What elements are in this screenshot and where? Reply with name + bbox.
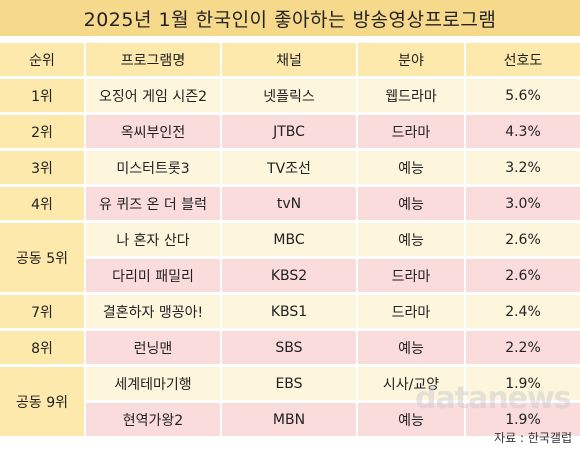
rank-cell: 공동 9위: [0, 367, 86, 436]
channel-cell: KBS2: [222, 259, 358, 292]
rank-cell: 공동 5위: [0, 223, 86, 292]
genre-cell: 드라마: [358, 295, 466, 328]
channel-cell: JTBC: [222, 115, 358, 148]
preference-cell: 5.6%: [466, 79, 580, 112]
channel-cell: MBC: [222, 223, 358, 256]
preference-cell: 3.0%: [466, 187, 580, 220]
table-row: 7위 결혼하자 맹꽁아! KBS1 드라마 2.4%: [0, 295, 580, 328]
column-header-channel: 채널: [222, 43, 358, 76]
program-cell: 옥씨부인전: [86, 115, 222, 148]
genre-cell: 예능: [358, 223, 466, 256]
column-header-rank: 순위: [0, 43, 86, 76]
table-header-row: 순위 프로그램명 채널 분야 선호도: [0, 43, 580, 76]
preference-cell: 2.4%: [466, 295, 580, 328]
table-row: 3위 미스터트롯3 TV조선 예능 3.2%: [0, 151, 580, 184]
rank-cell: 1위: [0, 79, 86, 112]
program-cell: 유 퀴즈 온 더 블럭: [86, 187, 222, 220]
column-header-genre: 분야: [358, 43, 466, 76]
rank-cell: 7위: [0, 295, 86, 328]
genre-cell: 시사/교양: [358, 367, 466, 400]
preference-cell: 2.6%: [466, 223, 580, 256]
genre-cell: 웹드라마: [358, 79, 466, 112]
rank-cell: 3위: [0, 151, 86, 184]
table-row: 2위 옥씨부인전 JTBC 드라마 4.3%: [0, 115, 580, 148]
program-cell: 다리미 패밀리: [86, 259, 222, 292]
genre-cell: 드라마: [358, 259, 466, 292]
channel-cell: SBS: [222, 331, 358, 364]
column-header-preference: 선호도: [466, 43, 580, 76]
table-row: 1위 오징어 게임 시즌2 넷플릭스 웹드라마 5.6%: [0, 79, 580, 112]
channel-cell: tvN: [222, 187, 358, 220]
channel-cell: TV조선: [222, 151, 358, 184]
column-header-program: 프로그램명: [86, 43, 222, 76]
rank-cell: 4위: [0, 187, 86, 220]
channel-cell: 넷플릭스: [222, 79, 358, 112]
preference-cell: 2.6%: [466, 259, 580, 292]
table-row: 다리미 패밀리 KBS2 드라마 2.6%: [0, 259, 580, 292]
preference-cell: 1.9%: [466, 403, 580, 436]
source-note: 자료 : 한국갤럽: [494, 431, 572, 445]
table-row: 4위 유 퀴즈 온 더 블럭 tvN 예능 3.0%: [0, 187, 580, 220]
page-title: 2025년 1월 한국인이 좋아하는 방송영상프로그램: [0, 0, 580, 36]
program-cell: 오징어 게임 시즌2: [86, 79, 222, 112]
table-row: 공동 5위 나 혼자 산다 MBC 예능 2.6%: [0, 223, 580, 292]
program-cell: 나 혼자 산다: [86, 223, 222, 256]
preference-cell: 4.3%: [466, 115, 580, 148]
program-cell: 결혼하자 맹꽁아!: [86, 295, 222, 328]
program-cell: 미스터트롯3: [86, 151, 222, 184]
genre-cell: 드라마: [358, 115, 466, 148]
table-row: 공동 9위 세계테마기행 EBS 시사/교양 1.9%: [0, 367, 580, 436]
preference-cell: 2.2%: [466, 331, 580, 364]
channel-cell: KBS1: [222, 295, 358, 328]
genre-cell: 예능: [358, 151, 466, 184]
genre-cell: 예능: [358, 331, 466, 364]
ranking-table: 순위 프로그램명 채널 분야 선호도 1위 오징어 게임 시즌2 넷플릭스 웹드…: [0, 40, 580, 439]
rank-cell: 2위: [0, 115, 86, 148]
channel-cell: MBN: [222, 403, 358, 436]
program-cell: 런닝맨: [86, 331, 222, 364]
preference-cell: 1.9%: [466, 367, 580, 400]
genre-cell: 예능: [358, 403, 466, 436]
genre-cell: 예능: [358, 187, 466, 220]
program-cell: 세계테마기행: [86, 367, 222, 400]
rank-cell: 8위: [0, 331, 86, 364]
channel-cell: EBS: [222, 367, 358, 400]
preference-cell: 3.2%: [466, 151, 580, 184]
table-row: 8위 런닝맨 SBS 예능 2.2%: [0, 331, 580, 364]
program-cell: 현역가왕2: [86, 403, 222, 436]
table-row: 현역가왕2 MBN 예능 1.9%: [0, 403, 580, 436]
